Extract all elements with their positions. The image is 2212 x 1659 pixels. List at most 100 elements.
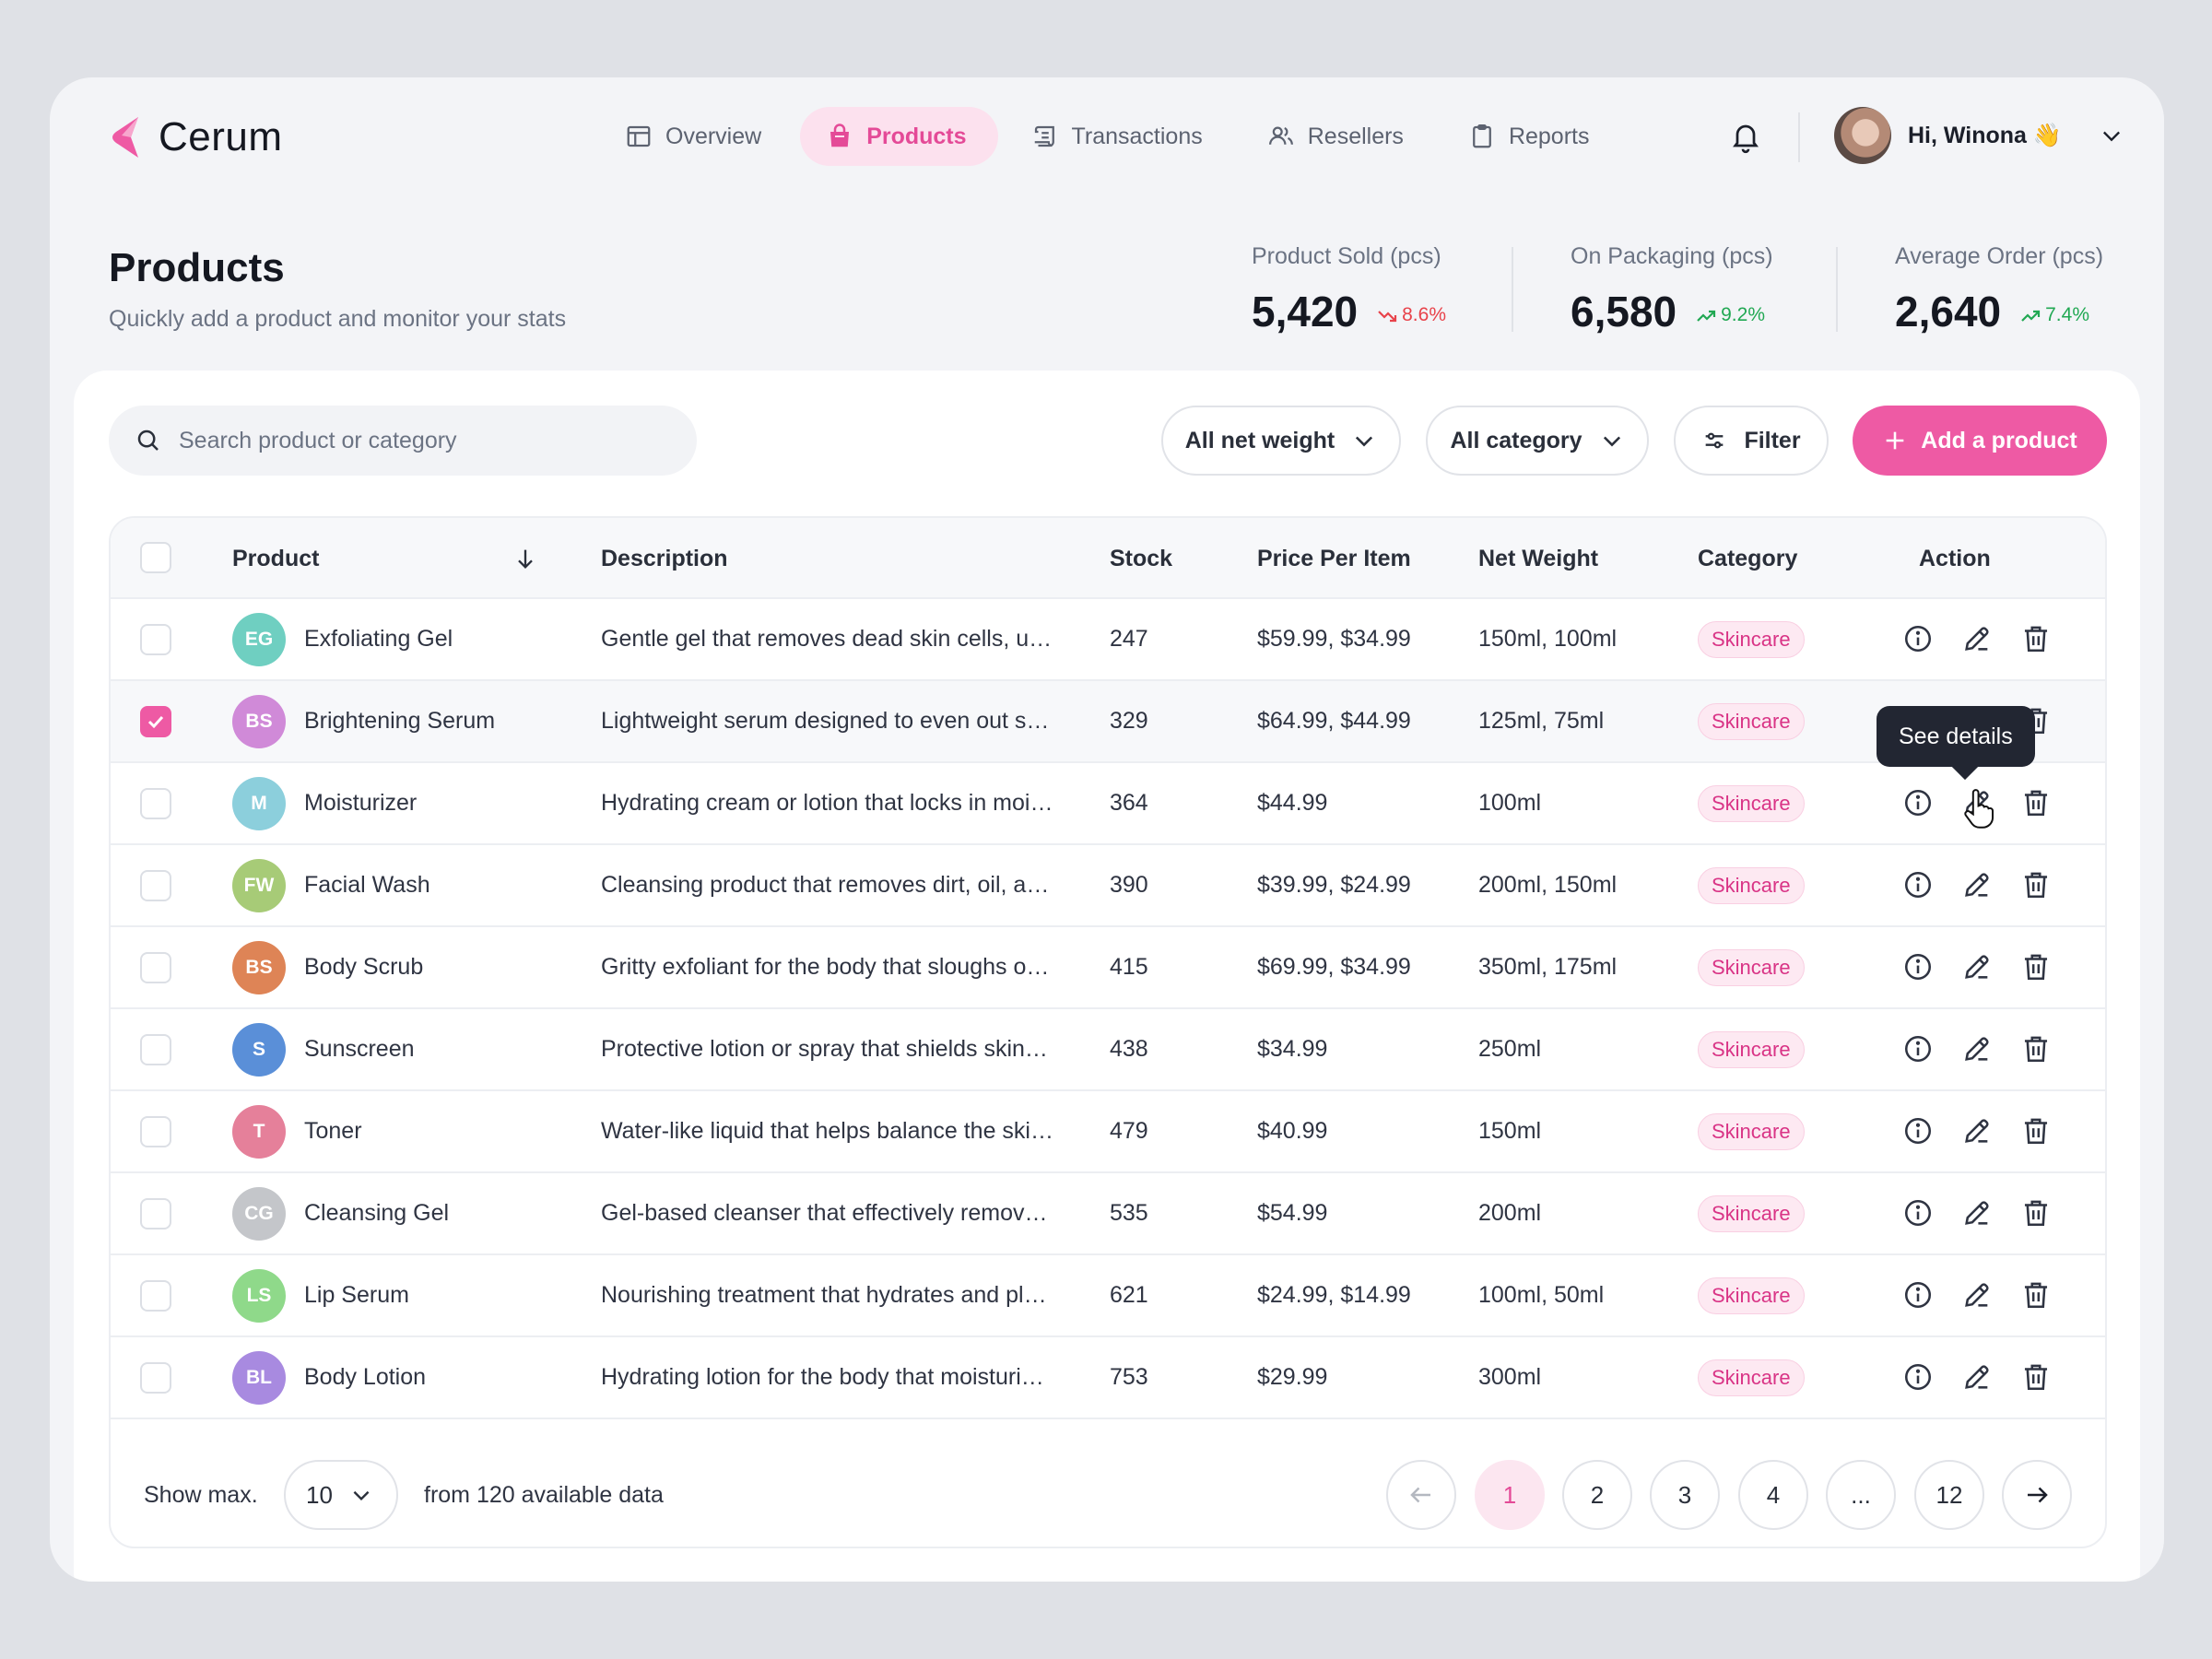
info-icon[interactable] <box>1902 1197 1934 1229</box>
info-icon[interactable] <box>1902 1361 1934 1393</box>
stock-cell: 415 <box>1110 954 1148 980</box>
table-row[interactable]: M Moisturizer Hydrating cream or lotion th… <box>111 763 2105 845</box>
table-row[interactable]: S Sunscreen Protective lotion or spray tha… <box>111 1009 2105 1091</box>
product-cell: BS Body Scrub <box>232 927 423 1007</box>
product-avatar: FW <box>232 858 286 912</box>
category-cell: Skincare <box>1698 599 1805 679</box>
table-row[interactable]: FW Facial Wash Cleansing product that remo… <box>111 845 2105 927</box>
nav-overview[interactable]: Overview <box>599 107 793 166</box>
info-icon[interactable] <box>1902 787 1934 818</box>
table-row[interactable]: BS Brightening Serum Lightweight serum des… <box>111 681 2105 763</box>
info-icon[interactable] <box>1902 623 1934 654</box>
user-menu[interactable]: Hi, Winona 👋 <box>1834 107 2124 164</box>
net-weight-dropdown[interactable]: All net weight <box>1161 406 1401 476</box>
table-row[interactable]: T Toner Water-like liquid that helps balan… <box>111 1091 2105 1173</box>
trash-icon[interactable] <box>2020 1279 2052 1311</box>
trash-icon[interactable] <box>2020 1197 2052 1229</box>
stock-cell: 390 <box>1110 872 1148 898</box>
page-button-2[interactable]: 2 <box>1562 1460 1632 1530</box>
product-cell: CG Cleansing Gel <box>232 1173 449 1253</box>
nav-products[interactable]: Products <box>800 107 998 166</box>
nav-resellers[interactable]: Resellers <box>1241 107 1435 166</box>
page-button-3[interactable]: 3 <box>1650 1460 1720 1530</box>
price-cell: $59.99, $34.99 <box>1257 626 1411 652</box>
info-icon[interactable] <box>1902 1279 1934 1311</box>
layout-icon <box>627 125 651 147</box>
table-row[interactable]: LS Lip Serum Nourishing treatment that hyd… <box>111 1255 2105 1337</box>
next-page-button[interactable] <box>2002 1460 2072 1530</box>
select-all-checkbox[interactable] <box>140 542 171 573</box>
trash-icon[interactable] <box>2020 623 2052 654</box>
row-checkbox[interactable] <box>140 952 171 983</box>
row-checkbox[interactable] <box>140 1280 171 1312</box>
row-checkbox[interactable] <box>140 624 171 655</box>
edit-icon[interactable] <box>1961 951 1993 982</box>
filter-button[interactable]: Filter <box>1674 406 1829 476</box>
app-name: Cerum <box>159 114 283 159</box>
product-avatar: BL <box>232 1350 286 1405</box>
hand-cursor-icon <box>1964 789 1994 829</box>
category-badge: Skincare <box>1698 1359 1805 1396</box>
category-dropdown[interactable]: All category <box>1426 406 1649 476</box>
nav-transactions[interactable]: Transactions <box>1006 107 1234 166</box>
row-checkbox[interactable] <box>140 706 171 737</box>
row-checkbox[interactable] <box>140 788 171 819</box>
page-button-12[interactable]: 12 <box>1914 1460 1984 1530</box>
row-checkbox[interactable] <box>140 1116 171 1147</box>
add-product-button[interactable]: Add a product <box>1853 406 2107 476</box>
row-checkbox[interactable] <box>140 1362 171 1394</box>
category-cell: Skincare <box>1698 1173 1805 1253</box>
page-size-select[interactable]: 10 <box>284 1460 398 1530</box>
search-icon <box>137 429 159 451</box>
logo[interactable]: Cerum <box>109 114 283 160</box>
category-cell: Skincare <box>1698 845 1805 925</box>
edit-icon[interactable] <box>1961 869 1993 900</box>
table-footer: Show max. 10 from 120 available data 1 2… <box>111 1440 2105 1547</box>
edit-icon[interactable] <box>1961 1033 1993 1065</box>
product-avatar: EG <box>232 612 286 666</box>
table-row[interactable]: CG Cleansing Gel Gel-based cleanser that e… <box>111 1173 2105 1255</box>
page-ellipsis[interactable]: ... <box>1826 1460 1896 1530</box>
notification-bell-icon[interactable] <box>1729 120 1762 155</box>
description-cell: Water-like liquid that helps balance the… <box>601 1118 1053 1144</box>
trash-icon[interactable] <box>2020 1115 2052 1147</box>
table-row[interactable]: EG Exfoliating Gel Gentle gel that removes… <box>111 599 2105 681</box>
trash-icon[interactable] <box>2020 1033 2052 1065</box>
info-icon[interactable] <box>1902 951 1934 982</box>
edit-icon[interactable] <box>1961 1197 1993 1229</box>
row-checkbox[interactable] <box>140 870 171 901</box>
products-card: All net weight All category Filter Add a… <box>74 371 2140 1582</box>
page-subtitle: Quickly add a product and monitor your s… <box>109 306 567 332</box>
search-input[interactable] <box>179 427 658 454</box>
trash-icon[interactable] <box>2020 951 2052 982</box>
info-icon[interactable] <box>1902 1033 1934 1065</box>
trash-icon[interactable] <box>2020 1361 2052 1393</box>
product-name: Exfoliating Gel <box>304 626 453 652</box>
table-row[interactable]: BL Body Lotion Hydrating lotion for the bo… <box>111 1337 2105 1419</box>
trend-up-icon <box>2021 310 2041 322</box>
description-cell: Gel-based cleanser that effectively remo… <box>601 1200 1048 1226</box>
product-avatar: M <box>232 776 286 830</box>
page-button-4[interactable]: 4 <box>1738 1460 1808 1530</box>
search-bar[interactable] <box>109 406 697 476</box>
row-checkbox[interactable] <box>140 1198 171 1230</box>
table-row[interactable]: BS Body Scrub Gritty exfoliant for the bod… <box>111 927 2105 1009</box>
trash-icon[interactable] <box>2020 869 2052 900</box>
description-cell: Cleansing product that removes dirt, oil… <box>601 872 1050 898</box>
column-product[interactable]: Product <box>232 518 538 599</box>
net-weight-cell: 125ml, 75ml <box>1478 708 1605 734</box>
info-icon[interactable] <box>1902 1115 1934 1147</box>
description-cell: Protective lotion or spray that shields … <box>601 1036 1048 1062</box>
prev-page-button[interactable] <box>1386 1460 1456 1530</box>
edit-icon[interactable] <box>1961 1279 1993 1311</box>
page-button-1[interactable]: 1 <box>1475 1460 1545 1530</box>
edit-icon[interactable] <box>1961 623 1993 654</box>
nav-reports[interactable]: Reports <box>1442 107 1621 166</box>
category-cell: Skincare <box>1698 1255 1805 1335</box>
edit-icon[interactable] <box>1961 1361 1993 1393</box>
info-icon[interactable] <box>1902 869 1934 900</box>
row-checkbox[interactable] <box>140 1034 171 1065</box>
edit-icon[interactable] <box>1961 1115 1993 1147</box>
stat-divider <box>1512 247 1513 332</box>
trash-icon[interactable] <box>2020 787 2052 818</box>
